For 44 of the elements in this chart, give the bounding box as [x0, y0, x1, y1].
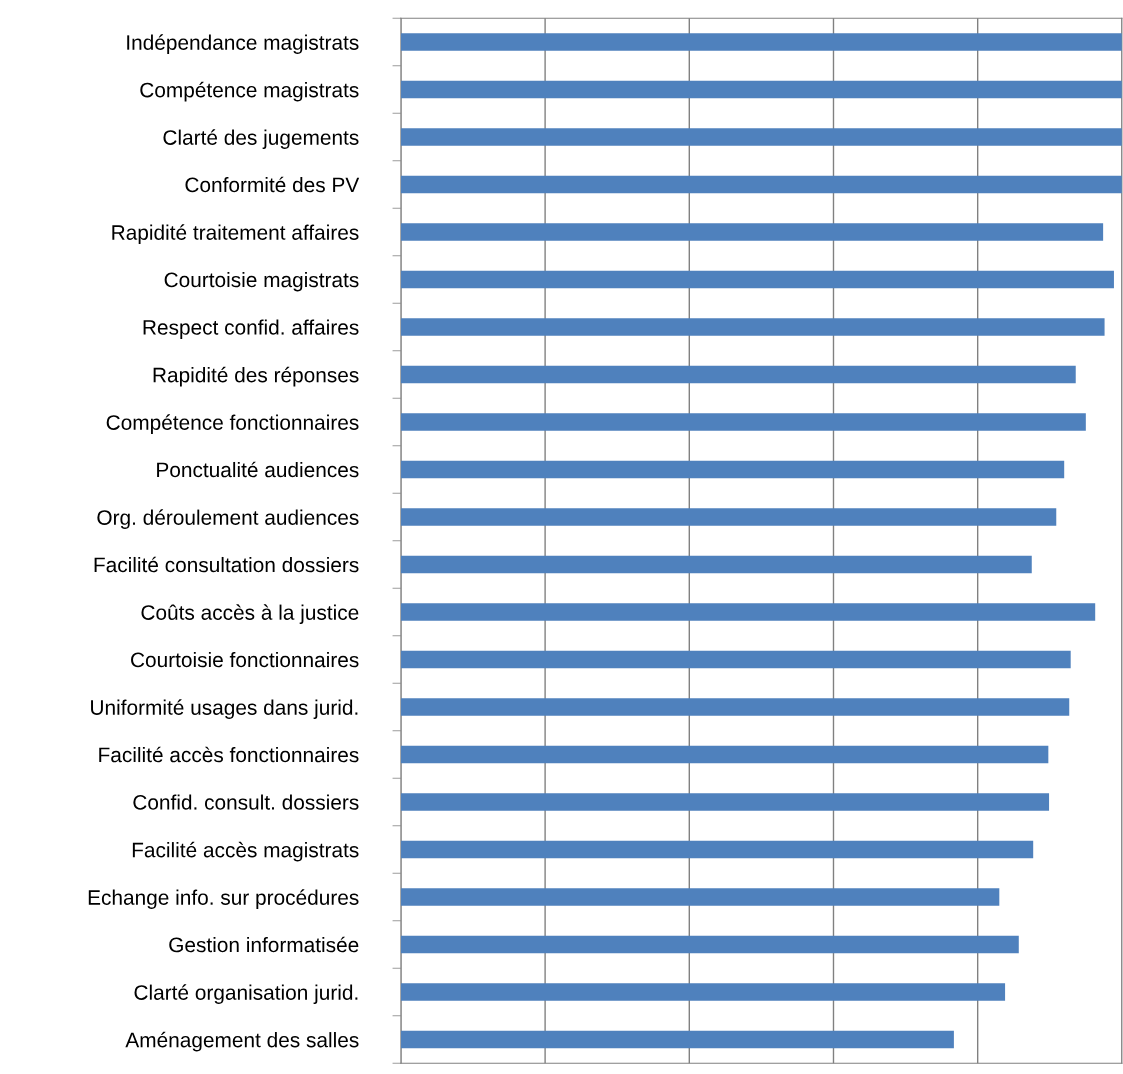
- y-tick-label: Uniformité usages dans jurid.: [91, 699, 358, 719]
- bar: [400, 603, 1096, 621]
- y-tick-label: Facilité accès magistrats: [132, 841, 359, 862]
- bar: [400, 33, 1122, 51]
- bar: [400, 270, 1114, 289]
- y-tick-label: Clarté des jugements: [163, 129, 359, 149]
- bar: [400, 983, 1006, 1001]
- y-tick-label: Rapidité des réponses: [153, 366, 359, 387]
- y-tick-label: Compétence fonctionnaires: [106, 414, 359, 434]
- y-tick-label: Respect confid. affaires: [143, 319, 359, 339]
- bar: [400, 223, 1104, 241]
- bar: [400, 318, 1105, 336]
- y-tick-label: Courtoisie magistrats: [164, 271, 359, 292]
- bar: [400, 935, 1019, 954]
- bar: [400, 1030, 954, 1049]
- bar: [400, 840, 1034, 859]
- y-tick-label: Confid. consult. dossiers: [133, 794, 359, 810]
- bar: [400, 650, 1071, 669]
- y-tick-label: Compétence magistrats: [140, 81, 359, 102]
- bar: [400, 888, 1000, 906]
- bar: [400, 793, 1050, 811]
- bar: [400, 745, 1049, 764]
- y-tick-label: Indépendance magistrats: [127, 34, 359, 54]
- y-tick-label: Org. déroulement audiences: [97, 509, 359, 529]
- bar: [400, 460, 1065, 479]
- y-tick-label: Coûts accès à la justice: [141, 604, 359, 624]
- bar: [400, 365, 1076, 384]
- bar: [400, 175, 1122, 194]
- bar: [400, 80, 1122, 99]
- bar: [400, 698, 1070, 716]
- y-tick-label: Rapidité traitement affaires: [112, 224, 359, 244]
- bar: [400, 128, 1122, 146]
- y-tick-label: Echange info. sur procédures: [88, 889, 359, 909]
- y-tick-label: Conformité des PV: [185, 176, 360, 193]
- y-tick-label: Ponctualité audiences: [157, 461, 359, 478]
- y-tick-label: Facilité consultation dossiers: [94, 556, 359, 573]
- y-tick-label: Gestion informatisée: [169, 936, 359, 953]
- y-tick-label: Courtoisie fonctionnaires: [131, 651, 359, 668]
- bar: [400, 413, 1086, 431]
- bar: [400, 555, 1032, 574]
- bar: [400, 508, 1057, 526]
- y-tick-label: Facilité accès fonctionnaires: [99, 746, 359, 763]
- y-tick-label: Aménagement des salles: [125, 1031, 359, 1052]
- y-tick-label: Clarté organisation jurid.: [134, 984, 358, 1004]
